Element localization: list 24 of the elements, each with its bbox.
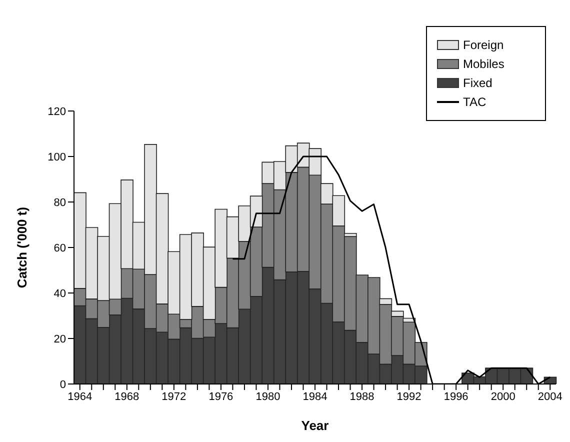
legend-label: TAC xyxy=(463,95,486,109)
x-axis-title: Year xyxy=(301,418,329,433)
y-axis-title: Catch ('000 t) xyxy=(14,206,30,288)
y-tick-label: 60 xyxy=(54,242,66,254)
y-tick-label: 80 xyxy=(54,196,66,209)
legend-label: Foreign xyxy=(463,38,504,52)
y-tick-label: 100 xyxy=(48,151,66,164)
x-tick-label: 1988 xyxy=(350,390,374,403)
x-tick-label: 1980 xyxy=(256,390,280,403)
legend-label: Fixed xyxy=(463,76,492,90)
y-tick-label: 120 xyxy=(48,106,66,118)
x-tick-label: 2004 xyxy=(538,390,562,403)
x-tick-label: 2000 xyxy=(490,390,516,403)
x-tick-label: 1976 xyxy=(208,390,234,403)
x-tick-label: 1984 xyxy=(302,390,328,403)
x-tick-label: 1996 xyxy=(444,390,468,403)
x-tick-label: 1968 xyxy=(114,390,140,403)
y-tick-label: 20 xyxy=(54,333,66,346)
y-tick-label: 40 xyxy=(54,288,66,300)
legend-label: Mobiles xyxy=(463,57,504,71)
x-tick-label: 1992 xyxy=(396,390,422,403)
y-tick-label: 0 xyxy=(60,378,66,391)
x-tick-label: 1964 xyxy=(68,390,92,403)
x-tick-label: 1972 xyxy=(162,390,186,403)
